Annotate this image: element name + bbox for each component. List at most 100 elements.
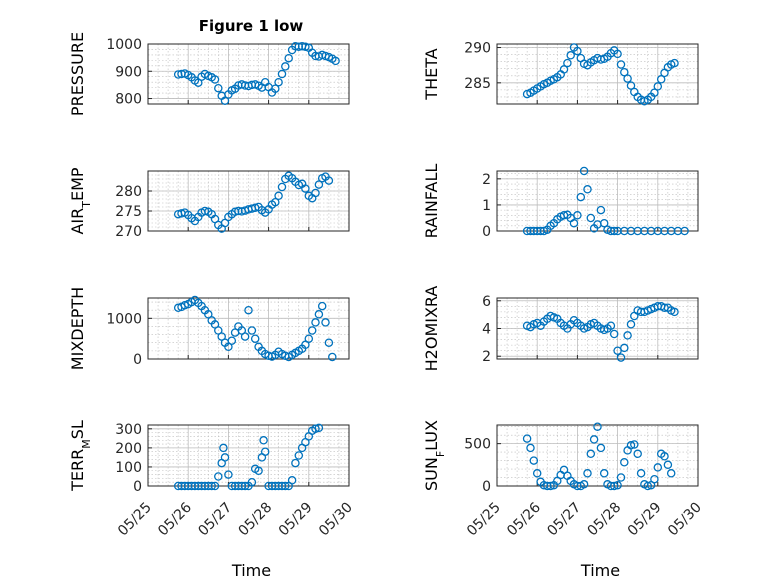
data-point bbox=[609, 226, 619, 236]
y-tick-label: 1 bbox=[482, 198, 491, 214]
data-point bbox=[596, 443, 606, 453]
data-point bbox=[613, 49, 622, 59]
data-point bbox=[522, 434, 532, 443]
data-point bbox=[200, 206, 210, 216]
data-point bbox=[321, 318, 330, 327]
data-point bbox=[626, 441, 636, 450]
data-point bbox=[284, 53, 293, 63]
subplot-pressure: 800 900 1000 PRESSURE bbox=[68, 32, 350, 116]
data-point bbox=[271, 84, 280, 93]
axes-box bbox=[147, 170, 350, 232]
data-point bbox=[214, 83, 223, 93]
data-point bbox=[620, 458, 629, 467]
data-point bbox=[219, 443, 228, 453]
subplot-theta: 285 290 THETA bbox=[422, 41, 699, 106]
data-point bbox=[317, 301, 327, 311]
data-point bbox=[260, 447, 270, 456]
x-axis-label: Time bbox=[231, 561, 271, 580]
data-point bbox=[579, 480, 589, 489]
axes-box bbox=[496, 43, 699, 105]
y-tick-label: 800 bbox=[115, 92, 142, 108]
data-point bbox=[576, 192, 586, 202]
data-point bbox=[583, 469, 592, 478]
y-tick-label: 6 bbox=[482, 294, 491, 310]
data-point bbox=[314, 180, 324, 189]
data-point bbox=[271, 197, 280, 207]
data-point bbox=[301, 184, 310, 193]
data-point bbox=[247, 326, 257, 335]
data-point bbox=[220, 96, 230, 105]
data-point bbox=[311, 188, 320, 198]
data-point bbox=[593, 422, 602, 431]
data-point bbox=[609, 481, 619, 491]
data-point bbox=[307, 326, 317, 335]
subplot-h2omixra: 2 4 6 H2OMIXRA bbox=[422, 286, 699, 372]
y-tick-label: 0 bbox=[133, 479, 142, 495]
y-axis-label: SUNFLUX bbox=[422, 420, 447, 491]
plot-area bbox=[497, 171, 698, 231]
data-point bbox=[656, 75, 666, 84]
data-point bbox=[620, 343, 629, 353]
y-axis-label: MIXDEPTH bbox=[68, 287, 87, 370]
y-tick-label: 270 bbox=[115, 224, 142, 240]
data-point bbox=[532, 469, 542, 478]
data-point bbox=[670, 58, 679, 68]
data-point bbox=[616, 473, 626, 482]
data-point bbox=[220, 453, 230, 462]
y-tick-label: 300 bbox=[115, 422, 142, 438]
data-point bbox=[613, 480, 622, 490]
subplot-mixdepth: 0 1000 MIXDEPTH bbox=[68, 287, 350, 370]
y-tick-label: 4 bbox=[482, 322, 491, 338]
y-tick-label: 200 bbox=[115, 441, 142, 457]
y-axis-label: RAINFALL bbox=[422, 164, 441, 239]
data-point bbox=[589, 435, 599, 444]
data-point bbox=[274, 191, 283, 201]
subplot-air-temp: 270 275 280 AIRTEMP bbox=[68, 167, 350, 240]
y-axis-label: H2OMIXRA bbox=[422, 286, 441, 372]
y-tick-label: 0 bbox=[133, 352, 142, 368]
data-point bbox=[569, 218, 579, 228]
data-point bbox=[586, 449, 596, 459]
y-tick-label: 0 bbox=[482, 224, 491, 240]
y-tick-label: 2 bbox=[482, 349, 491, 365]
data-point bbox=[526, 443, 535, 453]
data-point bbox=[250, 334, 260, 343]
data-point bbox=[227, 336, 237, 345]
data-point bbox=[546, 481, 555, 491]
y-axis-label: AIRTEMP bbox=[68, 167, 93, 234]
axes-box bbox=[496, 170, 699, 232]
data-point bbox=[254, 466, 263, 476]
y-tick-label: 900 bbox=[115, 64, 142, 80]
data-point bbox=[331, 56, 340, 66]
data-point bbox=[586, 213, 596, 223]
axes-box bbox=[147, 297, 350, 360]
y-tick-label: 2 bbox=[482, 172, 491, 188]
data-point bbox=[650, 88, 659, 97]
axes-box bbox=[147, 43, 350, 105]
data-point bbox=[643, 481, 653, 491]
data-point bbox=[304, 334, 314, 343]
y-tick-label: 1000 bbox=[106, 37, 142, 53]
data-point bbox=[579, 166, 589, 176]
data-point bbox=[214, 472, 223, 481]
data-point bbox=[529, 456, 539, 465]
data-point bbox=[566, 51, 575, 60]
data-point bbox=[274, 77, 283, 87]
data-point bbox=[210, 481, 220, 491]
data-point bbox=[240, 332, 250, 341]
data-point bbox=[616, 60, 626, 69]
subplot-rainfall: 0 1 2 RAINFALL bbox=[422, 164, 699, 240]
data-point bbox=[281, 62, 290, 71]
data-point bbox=[314, 423, 324, 433]
data-point bbox=[583, 185, 592, 194]
y-axis-label: TERRMSL bbox=[68, 420, 93, 492]
data-point bbox=[311, 318, 320, 327]
data-point bbox=[666, 469, 676, 478]
y-axis-label: PRESSURE bbox=[68, 32, 87, 116]
data-point bbox=[609, 329, 619, 339]
y-tick-label: 275 bbox=[115, 204, 142, 220]
y-tick-label: 1000 bbox=[106, 311, 142, 327]
data-point bbox=[599, 218, 609, 228]
data-point bbox=[207, 481, 216, 491]
axes-box bbox=[496, 424, 699, 487]
